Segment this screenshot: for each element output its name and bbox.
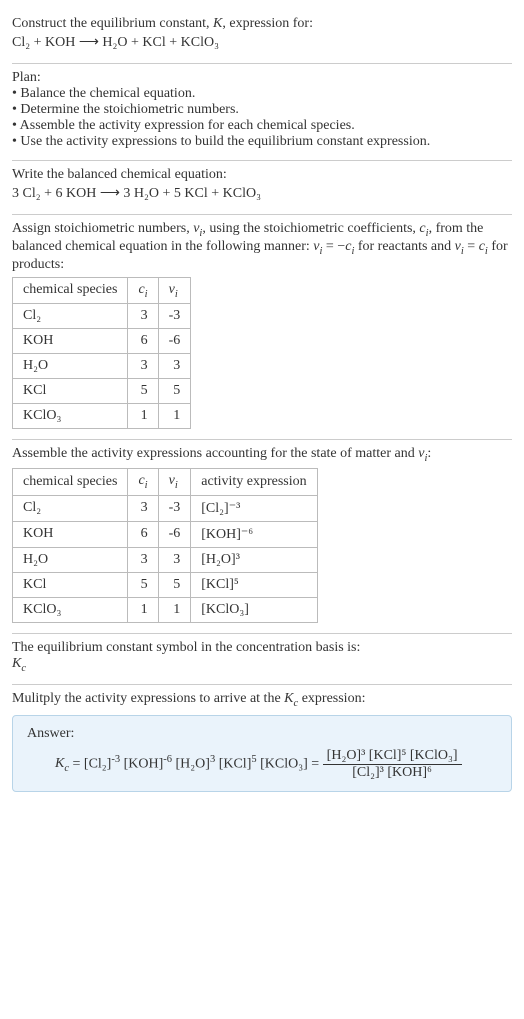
balanced-title: Write the balanced chemical equation: (12, 167, 512, 183)
table-row: KOH6-6 (13, 329, 191, 354)
construct-line: Construct the equilibrium constant, K, e… (12, 16, 512, 32)
col-species: chemical species (13, 469, 128, 496)
table-header-row: chemical species ci νi activity expressi… (13, 469, 318, 496)
answer-section: Mulitply the activity expressions to arr… (12, 685, 512, 802)
table-row: KCl55[KCl]⁵ (13, 572, 318, 597)
answer-label: Answer: (27, 726, 497, 742)
table-row: Cl₂3-3 (13, 304, 191, 329)
plan-title: Plan: (12, 70, 512, 86)
unbalanced-equation: Cl₂ + KOH ⟶ H₂O + KCl + KClO₃ (12, 34, 512, 51)
activity-table: chemical species ci νi activity expressi… (12, 468, 318, 623)
table-row: KOH6-6[KOH]⁻⁶ (13, 521, 318, 547)
col-activity: activity expression (191, 469, 317, 496)
table-row: H₂O33[H₂O]³ (13, 547, 318, 572)
plan-item: • Use the activity expressions to build … (12, 134, 512, 150)
table-row: KClO₃11[KClO₃] (13, 597, 318, 622)
table-header-row: chemical species ci νi (13, 277, 191, 304)
fraction-numerator: [H₂O]³ [KCl]⁵ [KClO₃] (323, 748, 462, 765)
col-ci: ci (128, 469, 158, 496)
table-row: H₂O33 (13, 354, 191, 379)
table-row: KCl55 (13, 379, 191, 404)
table-row: Cl₂3-3[Cl₂]⁻³ (13, 495, 318, 521)
table-row: KClO₃11 (13, 404, 191, 429)
balanced-section: Write the balanced chemical equation: 3 … (12, 161, 512, 215)
activity-section: Assemble the activity expressions accoun… (12, 440, 512, 634)
plan-item: • Assemble the activity expression for e… (12, 118, 512, 134)
kc-symbol-line2: Kc (12, 656, 512, 674)
stoich-section: Assign stoichiometric numbers, νi, using… (12, 215, 512, 440)
col-species: chemical species (13, 277, 128, 304)
stoich-intro: Assign stoichiometric numbers, νi, using… (12, 221, 512, 273)
stoich-table: chemical species ci νi Cl₂3-3 KOH6-6 H₂O… (12, 277, 191, 430)
answer-fraction: [H₂O]³ [KCl]⁵ [KClO₃] [Cl₂]³ [KOH]⁶ (323, 748, 462, 781)
kc-symbol-section: The equilibrium constant symbol in the c… (12, 634, 512, 685)
col-ci: ci (128, 277, 158, 304)
answer-box: Answer: Kc = [Cl₂]-3 [KOH]-6 [H₂O]3 [KCl… (12, 715, 512, 792)
balanced-equation: 3 Cl₂ + 6 KOH ⟶ 3 H₂O + 5 KCl + KClO₃ (12, 185, 512, 202)
plan-item: • Determine the stoichiometric numbers. (12, 102, 512, 118)
header-section: Construct the equilibrium constant, K, e… (12, 8, 512, 64)
col-vi: νi (158, 469, 191, 496)
fraction-denominator: [Cl₂]³ [KOH]⁶ (323, 765, 462, 781)
kc-symbol-line1: The equilibrium constant symbol in the c… (12, 640, 512, 656)
answer-expression: Kc = [Cl₂]-3 [KOH]-6 [H₂O]3 [KCl]5 [KClO… (27, 748, 497, 781)
plan-item: • Balance the chemical equation. (12, 86, 512, 102)
col-vi: νi (158, 277, 191, 304)
multiply-title: Mulitply the activity expressions to arr… (12, 691, 512, 709)
activity-intro: Assemble the activity expressions accoun… (12, 446, 512, 464)
plan-section: Plan: • Balance the chemical equation. •… (12, 64, 512, 161)
